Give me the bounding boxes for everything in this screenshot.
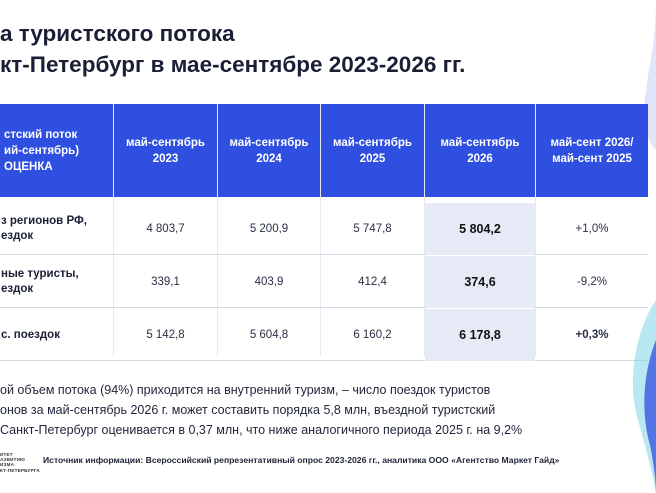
table-cell: 412,4 <box>358 276 387 288</box>
table-cell: 6 160,2 <box>353 329 392 341</box>
table-row: ные туристы, ездок 339,1 403,9 412,4 374,… <box>0 256 648 308</box>
row-label: з регионов РФ, ездок <box>0 203 113 255</box>
summary-note: ой объем потока (94%) приходится на внут… <box>0 380 522 440</box>
decorative-corner-graphic <box>632 0 656 493</box>
table-cell: 403,9 <box>254 276 284 288</box>
table-cell-highlight: 374,6 <box>425 256 535 308</box>
row-label-line: ездок <box>1 283 34 295</box>
header-label-line: ий-сентябрь) <box>4 144 80 157</box>
table-cell: 5 604,8 <box>249 329 289 341</box>
column-divider <box>535 104 536 356</box>
row-label-line: ездок <box>1 230 34 242</box>
column-header-line: май-сентябрь <box>333 136 412 149</box>
table-header-label: стский поток ий-сентябрь) ОЦЕНКА <box>0 104 113 197</box>
column-header-line: май-сент 2025 <box>552 152 632 165</box>
title-line-2: кт-Петербург в мае-сентябре 2023-2026 гг… <box>0 52 466 77</box>
column-header-line: 2023 <box>152 152 179 165</box>
table-cell: -9,2% <box>576 276 608 288</box>
column-header-2025: май-сентябрь 2025 <box>321 104 424 197</box>
table-cell: 5 200,9 <box>249 223 289 235</box>
row-label-line: с. поездок <box>1 328 60 341</box>
table-cell-highlight: 6 178,8 <box>425 309 535 361</box>
column-divider <box>424 104 425 356</box>
tourist-flow-table: стский поток ий-сентябрь) ОЦЕНКА май-сен… <box>0 104 648 361</box>
header-label-line: ОЦЕНКА <box>4 160 53 173</box>
row-label-line: з регионов РФ, <box>1 215 87 227</box>
column-header-2024: май-сентябрь 2024 <box>218 104 320 197</box>
column-header-line: май-сент 2026/ <box>550 136 634 149</box>
table-cell: +1,0% <box>575 223 609 235</box>
title-line-1: а туристского потока <box>0 21 235 46</box>
row-label-line: ные туристы, <box>1 268 79 280</box>
logo-text: АЗВИТИЮ <box>0 457 26 463</box>
column-divider <box>217 104 218 356</box>
committee-logo: ИТЕТ АЗВИТИЮ ИЗМА КТ-ПЕТЕРБУРГА <box>0 452 40 488</box>
logo-text: ИЗМА <box>0 462 15 468</box>
table-cell: 5 747,8 <box>353 223 392 235</box>
column-header-ratio: май-сент 2026/май-сент 2025 <box>536 104 648 197</box>
column-header-line: май-сентябрь <box>229 136 309 149</box>
table-cell-highlight: 5 804,2 <box>425 203 535 255</box>
column-header-line: май-сентябрь <box>440 136 520 149</box>
column-header-2026: май-сентябрь 2026 <box>425 104 535 197</box>
table-row-total: с. поездок 5 142,8 5 604,8 6 160,2 6 178… <box>0 309 648 361</box>
header-label-line: стский поток <box>4 128 78 141</box>
column-header-line: 2024 <box>256 152 282 165</box>
column-header-line: май-сентябрь <box>126 136 205 149</box>
note-line: онов за май-сентябрь 2026 г. может соста… <box>0 403 496 417</box>
note-line: ой объем потока (94%) приходится на внут… <box>0 383 491 397</box>
table-row: з регионов РФ, ездок 4 803,7 5 200,9 5 74… <box>0 203 648 255</box>
note-line: Санкт-Петербург оценивается в 0,37 млн, … <box>0 423 523 437</box>
row-label: ные туристы, ездок <box>0 256 113 308</box>
table-cell: 5 142,8 <box>146 329 185 341</box>
logo-text: КТ-ПЕТЕРБУРГА <box>0 467 40 473</box>
column-divider <box>113 104 114 356</box>
table-cell: +0,3% <box>575 329 609 341</box>
table-cell: 4 803,7 <box>146 223 185 235</box>
source-footnote: Источник информации: Всероссийский репре… <box>43 455 560 465</box>
table-cell: 339,1 <box>151 276 180 288</box>
row-label: с. поездок <box>0 309 113 361</box>
logo-text: ИТЕТ <box>0 452 13 457</box>
column-header-line: 2026 <box>467 152 493 165</box>
column-header-2023: май-сентябрь 2023 <box>114 104 217 197</box>
page-title: а туристского потока кт-Петербург в мае-… <box>0 18 465 80</box>
column-header-line: 2025 <box>359 152 386 165</box>
column-divider <box>320 104 321 356</box>
